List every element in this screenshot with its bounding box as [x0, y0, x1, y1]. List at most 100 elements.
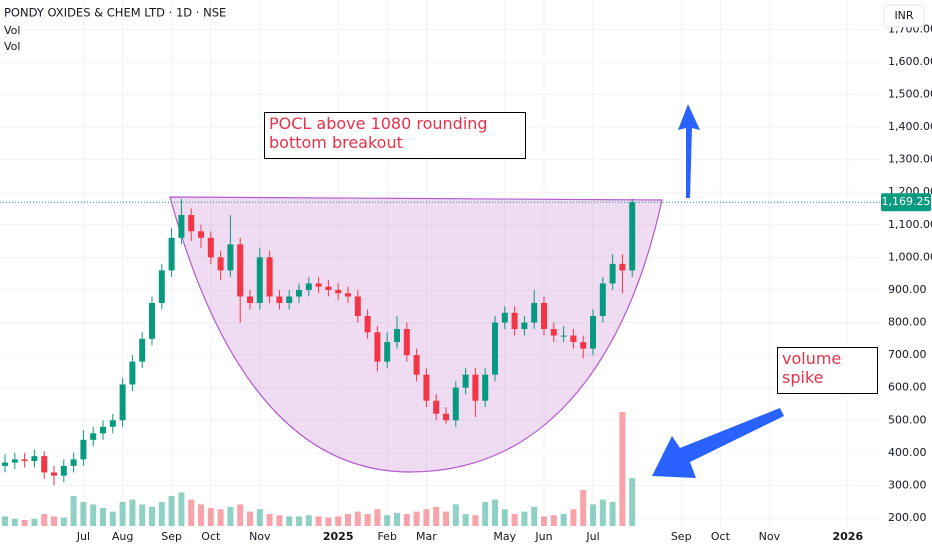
volume-bar [482, 502, 489, 526]
candle-body [394, 329, 400, 343]
candle-body [452, 387, 459, 421]
candle-body [325, 286, 332, 290]
x-tick-label: Oct [201, 530, 221, 543]
volume-bar [541, 516, 547, 526]
candle-body [247, 296, 253, 303]
volume-bar [60, 517, 67, 526]
volume-bar [472, 515, 479, 526]
x-tick-label: Jul [585, 530, 599, 543]
candle-body [217, 257, 224, 271]
volume-bar [158, 502, 165, 526]
last-price-tag [881, 193, 931, 212]
x-tick-label: Sep [671, 530, 692, 543]
volume-bar [501, 509, 508, 526]
x-tick-label: Oct [711, 530, 731, 543]
annotation-box: volume spike [777, 347, 878, 394]
volume-bar [315, 516, 322, 526]
arrows [652, 104, 784, 478]
volume-bar [256, 509, 263, 526]
candle-body [178, 215, 185, 238]
volume-bar [413, 511, 420, 526]
currency-box[interactable] [883, 4, 925, 28]
volume-bar [433, 506, 440, 526]
y-tick-label: 400.00 [888, 446, 927, 459]
candle-body [462, 374, 469, 388]
volume-bar [423, 509, 430, 526]
volume-bar [629, 478, 636, 526]
candle-body [119, 384, 126, 421]
volume-bar [21, 520, 28, 526]
y-tick-label: 800.00 [888, 316, 927, 329]
candle-body [541, 302, 547, 330]
volume-bar [550, 515, 557, 526]
candle-body [531, 302, 538, 323]
candle-body [345, 293, 351, 297]
volume-bar [609, 502, 616, 526]
candle-body [149, 302, 155, 339]
candle-body [80, 439, 87, 460]
x-tick-label: Aug [112, 530, 133, 543]
x-tick-label: 2026 [832, 530, 863, 543]
volume-bar [139, 504, 146, 526]
candle-body [443, 413, 449, 421]
volume-bar [188, 499, 195, 526]
candle-body [374, 332, 381, 362]
candle-body [413, 355, 420, 375]
x-tick-label: Nov [249, 530, 271, 543]
volume-bar [521, 511, 528, 526]
volume-bar [286, 516, 293, 526]
volume-bar [41, 514, 48, 526]
candle-body [305, 283, 312, 290]
volume-bar [70, 496, 77, 526]
marks-layer [0, 198, 880, 526]
currency[interactable]: INR [894, 9, 913, 22]
candle-body [335, 289, 342, 294]
y-tick-label: 500.00 [888, 413, 927, 426]
volume-bar [599, 499, 606, 526]
candle-body [354, 296, 361, 317]
volume-bar [384, 515, 391, 526]
volume-bar [531, 506, 538, 526]
volume-bar [296, 516, 302, 526]
left-arrow [652, 408, 784, 478]
candle-body [501, 312, 508, 323]
candle-body [609, 263, 616, 284]
volume-bar [452, 504, 459, 526]
candle-body [168, 237, 175, 271]
candle-body [364, 316, 371, 333]
candle-body [2, 462, 8, 466]
candle-body [256, 257, 263, 303]
candle-body [599, 283, 606, 317]
volume-bar [119, 502, 126, 526]
candle-body [296, 289, 302, 297]
volume-bar [511, 514, 518, 526]
volume-bar [217, 509, 224, 526]
candle-body [570, 335, 577, 343]
candle-body [227, 244, 234, 271]
volume-bar [207, 508, 214, 526]
volume-bar [237, 504, 244, 526]
candle-body [629, 202, 636, 271]
candle-body [198, 231, 204, 238]
candle-body [207, 237, 214, 258]
volume-bar [31, 518, 38, 526]
candle-body [41, 456, 48, 473]
candle-body [60, 465, 67, 476]
x-tick-label: Jul [76, 530, 90, 543]
volume-bar [403, 514, 410, 526]
candle-body [384, 342, 391, 362]
volume-bar [100, 508, 106, 526]
volume-bar [305, 515, 312, 526]
volume-bar [2, 516, 8, 526]
volume-bar [492, 499, 498, 526]
candle-body [158, 270, 165, 303]
volume-bar [178, 492, 185, 526]
candle-body [70, 459, 77, 466]
rounding-bottom-shape [169, 196, 663, 473]
y-tick-label: 900.00 [888, 283, 927, 296]
x-tick-label: 2025 [323, 530, 354, 543]
x-tick-label: Feb [377, 530, 396, 543]
volume-bar [51, 516, 57, 526]
